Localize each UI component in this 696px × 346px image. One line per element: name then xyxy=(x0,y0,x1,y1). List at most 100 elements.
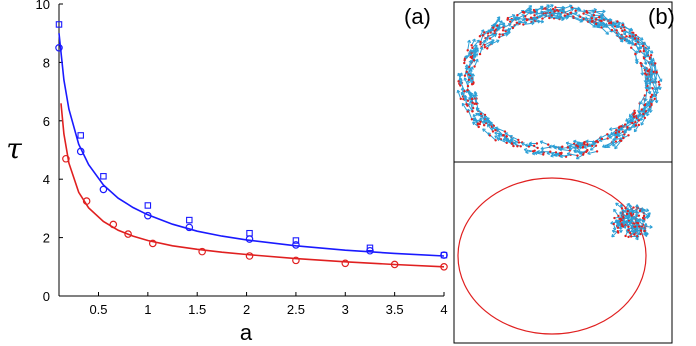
agent-arrow-head xyxy=(550,153,554,158)
agent-dot xyxy=(621,23,625,27)
agent-arrow xyxy=(568,146,578,150)
agent-arrow xyxy=(622,30,632,35)
agent-arrow xyxy=(492,18,500,29)
agent-arrow xyxy=(642,102,652,111)
agent-arrow xyxy=(636,219,644,225)
agent-arrow xyxy=(534,152,544,155)
agent-dot xyxy=(631,31,634,34)
agent-arrow xyxy=(593,21,601,29)
agent-arrow xyxy=(486,40,493,49)
agent-arrow-head xyxy=(619,211,623,215)
agent-dot xyxy=(585,150,588,154)
agent-dot xyxy=(650,103,653,107)
agent-arrow-head xyxy=(469,66,474,70)
agent-dot xyxy=(498,33,501,36)
agent-dot xyxy=(586,148,589,152)
agent-arrow-head xyxy=(570,8,574,12)
agent-arrow xyxy=(602,142,613,148)
agent-dot xyxy=(596,140,600,144)
agent-arrow-head xyxy=(562,9,566,14)
y-tick-label: 8 xyxy=(43,55,50,70)
agent-arrow-head xyxy=(619,34,623,39)
agent-dot xyxy=(594,22,598,26)
agent-arrow xyxy=(540,146,551,150)
agent-arrow xyxy=(479,46,483,55)
agent-dot xyxy=(590,17,594,20)
agent-arrow xyxy=(534,11,544,16)
agent-arrow-head xyxy=(486,123,491,128)
agent-arrow xyxy=(639,95,646,105)
agent-dot xyxy=(581,146,585,149)
x-tick-label: 1.5 xyxy=(188,302,206,317)
agent-dot xyxy=(576,145,580,148)
agent-dot xyxy=(476,122,480,125)
agent-dot xyxy=(617,126,621,129)
agent-dot xyxy=(531,150,535,153)
agent-dot xyxy=(491,130,495,133)
agent-arrow-head xyxy=(496,39,500,44)
agent-arrow xyxy=(473,49,476,61)
agent-arrow-head xyxy=(638,113,643,117)
agent-arrow xyxy=(620,216,630,221)
agent-dot xyxy=(643,94,647,97)
agent-arrow-head xyxy=(602,9,606,14)
agent-dot xyxy=(466,49,469,52)
agent-arrow xyxy=(472,114,479,124)
agent-arrow xyxy=(464,95,467,105)
agent-arrow-head xyxy=(627,126,632,131)
agent-arrow-head xyxy=(632,229,636,234)
agent-dot xyxy=(646,69,650,73)
agent-arrow xyxy=(499,33,509,38)
agent-dot xyxy=(542,153,545,156)
agent-arrow-head xyxy=(616,221,620,226)
agent-dot xyxy=(470,118,474,121)
agent-dot xyxy=(535,142,539,145)
agent-arrow xyxy=(653,64,657,75)
agent-dot xyxy=(591,144,594,147)
agent-arrow xyxy=(640,62,649,72)
x-tick-label: 3.5 xyxy=(386,302,404,317)
agent-dot xyxy=(641,45,645,48)
agent-dot xyxy=(582,12,585,15)
agent-dot xyxy=(634,120,637,124)
agent-arrow-head xyxy=(502,138,507,142)
agent-dot xyxy=(628,34,631,38)
y-tick-label: 2 xyxy=(43,231,50,246)
agent-dot xyxy=(510,142,514,145)
agent-arrow-head xyxy=(471,73,475,77)
agent-arrow-head xyxy=(609,127,613,132)
data-point-square xyxy=(292,237,300,244)
agent-arrow-head xyxy=(643,61,648,65)
agent-arrow xyxy=(645,47,654,54)
agent-dot xyxy=(649,53,653,57)
agent-arrow-head xyxy=(632,215,637,220)
agent-dot xyxy=(622,136,625,140)
agent-arrow xyxy=(482,29,492,36)
agent-arrow-head xyxy=(487,29,492,33)
y-tick-label: 4 xyxy=(43,172,50,187)
agent-dot xyxy=(633,109,636,112)
agent-arrow-head xyxy=(521,142,525,146)
agent-arrow-head xyxy=(479,46,484,50)
agent-dot xyxy=(616,229,619,233)
agent-dot xyxy=(516,14,519,17)
agent-arrow xyxy=(564,8,574,13)
agent-arrow-head xyxy=(649,224,653,229)
tau-vs-a-plot: 0.5 1 1.5 2 2.5 3 3.5 4 0 2 4 6 8 10 a τ xyxy=(6,0,448,345)
agent-arrow xyxy=(644,223,647,232)
agent-dot xyxy=(634,124,638,127)
agent-dot xyxy=(583,143,586,146)
agent-dot xyxy=(648,56,652,59)
agent-arrow-head xyxy=(646,78,651,83)
agent-arrow-head xyxy=(647,86,652,90)
agent-arrow xyxy=(464,77,469,87)
agent-arrow xyxy=(469,69,473,79)
agent-arrow-head xyxy=(493,33,497,38)
agent-arrow-head xyxy=(602,144,606,148)
agent-arrow-head xyxy=(523,20,528,25)
agent-dot xyxy=(516,145,519,148)
agent-dot xyxy=(621,225,625,228)
agent-arrow-head xyxy=(634,58,639,63)
agent-arrow-head xyxy=(468,75,473,79)
agent-arrow xyxy=(628,124,637,130)
